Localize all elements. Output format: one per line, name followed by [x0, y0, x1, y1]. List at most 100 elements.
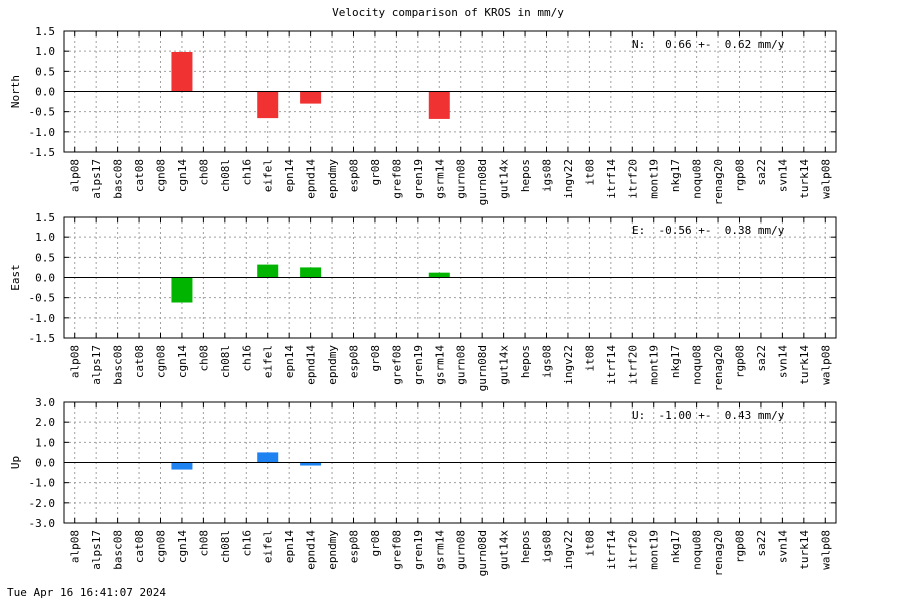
- y-tick-label: 1.5: [35, 25, 55, 38]
- bar-up-cgn14: [171, 462, 193, 470]
- y-tick-label: 2.0: [35, 416, 55, 429]
- x-tick-label: gren19: [412, 345, 425, 385]
- y-tick-label: 1.5: [35, 211, 55, 224]
- x-tick-label: eifel: [262, 345, 275, 378]
- x-tick-label: it08: [583, 159, 596, 186]
- x-tick-label: gr08: [369, 345, 382, 372]
- x-tick-label: esp08: [348, 345, 361, 378]
- x-tick-label: igs08: [541, 159, 554, 192]
- bar-east-eifel: [257, 264, 279, 278]
- x-tick-label: cat08: [133, 159, 146, 192]
- x-tick-label: turk14: [798, 159, 811, 199]
- x-tick-label: rgp08: [734, 345, 747, 378]
- x-tick-label: alp08: [69, 530, 82, 563]
- x-tick-label: gut14x: [498, 345, 511, 385]
- x-tick-label: nkg17: [669, 530, 682, 563]
- x-tick-label: hepos: [519, 345, 532, 378]
- x-tick-label: itrf14: [605, 345, 618, 385]
- x-tick-label: gr08: [369, 159, 382, 186]
- x-tick-label: epndmy: [326, 345, 339, 385]
- x-tick-label: svn14: [776, 345, 789, 378]
- x-tick-label: gren19: [412, 159, 425, 199]
- y-tick-label: 1.0: [35, 231, 55, 244]
- x-tick-label: gut14x: [498, 530, 511, 570]
- x-tick-label: cgn14: [176, 345, 189, 378]
- x-tick-label: nkg17: [669, 345, 682, 378]
- x-tick-label: igs08: [541, 530, 554, 563]
- x-tick-label: epndmy: [326, 530, 339, 570]
- x-tick-label: noqu08: [691, 345, 704, 385]
- y-axis-label: East: [9, 264, 22, 291]
- x-tick-label: gref08: [390, 159, 403, 199]
- x-tick-label: renag20: [712, 530, 725, 576]
- y-tick-label: -1.5: [29, 332, 56, 345]
- x-tick-label: eifel: [262, 159, 275, 192]
- x-tick-label: ch16: [240, 345, 253, 372]
- y-tick-label: 1.0: [35, 436, 55, 449]
- plot-frame: [63, 30, 837, 153]
- x-tick-label: gref08: [390, 530, 403, 570]
- y-tick-label: -3.0: [29, 517, 56, 530]
- bar-east-cgn14: [171, 277, 193, 303]
- chart-title: Velocity comparison of KROS in mm/y: [332, 6, 564, 19]
- x-tick-label: cgn08: [155, 530, 168, 563]
- x-tick-label: cgn08: [155, 159, 168, 192]
- y-tick-label: 3.0: [35, 396, 55, 409]
- x-tick-label: basc08: [112, 530, 125, 570]
- x-tick-label: cgn08: [155, 345, 168, 378]
- x-tick-label: igs08: [541, 345, 554, 378]
- x-tick-label: sa22: [755, 345, 768, 372]
- x-tick-label: epnd14: [305, 159, 318, 199]
- x-tick-label: esp08: [348, 159, 361, 192]
- y-tick-label: 0.0: [35, 272, 55, 285]
- bar-north-gsrm14: [428, 91, 450, 119]
- x-tick-label: itrf14: [605, 159, 618, 199]
- x-tick-label: ch08: [197, 345, 210, 372]
- x-tick-label: renag20: [712, 345, 725, 391]
- x-tick-label: gren19: [412, 530, 425, 570]
- x-tick-label: cgn14: [176, 159, 189, 192]
- bar-north-cgn14: [171, 51, 193, 92]
- x-tick-label: ch16: [240, 530, 253, 557]
- x-tick-label: gurn08d: [476, 345, 489, 391]
- panel-north: 1.5 1.0 0.5 0.0 -0.5 -1.0 -1.5 alp08 alps17 basc0…: [9, 25, 837, 205]
- x-tick-label: mont19: [648, 345, 661, 385]
- x-tick-label: gr08: [369, 530, 382, 557]
- x-tick-label: gut14x: [498, 159, 511, 199]
- x-tick-label: epn14: [283, 530, 296, 563]
- x-tick-label: hepos: [519, 159, 532, 192]
- y-tick-label: 0.5: [35, 251, 55, 264]
- plot-frame: [63, 401, 837, 524]
- bar-north-epnd14: [300, 91, 322, 104]
- x-tick-label: epnd14: [305, 345, 318, 385]
- x-tick-label: ch08: [197, 159, 210, 186]
- x-tick-label: ch08l: [219, 159, 232, 192]
- y-tick-label: 0.0: [35, 86, 55, 99]
- y-tick-label: -1.0: [29, 312, 56, 325]
- panel-east: 1.5 1.0 0.5 0.0 -0.5 -1.0 -1.5 alp08 alps17 basc0…: [9, 211, 837, 391]
- x-tick-label: basc08: [112, 159, 125, 199]
- x-tick-label: gurn08: [455, 345, 468, 385]
- x-tick-label: turk14: [798, 345, 811, 385]
- y-axis-label: North: [9, 75, 22, 108]
- y-tick-label: -1.0: [29, 477, 56, 490]
- x-tick-label: ch08l: [219, 530, 232, 563]
- x-tick-label: epndmy: [326, 159, 339, 199]
- x-tick-label: walp08: [819, 345, 832, 385]
- bar-up-eifel: [257, 452, 279, 463]
- y-tick-label: -0.5: [29, 106, 56, 119]
- y-tick-label: -1.0: [29, 126, 56, 139]
- x-tick-label: hepos: [519, 530, 532, 563]
- x-tick-label: gref08: [390, 345, 403, 385]
- bar-east-gsrm14: [428, 272, 450, 278]
- x-tick-label: svn14: [776, 530, 789, 563]
- x-tick-label: gsrm14: [433, 345, 446, 385]
- plot-frame: [63, 216, 837, 339]
- y-tick-label: -1.5: [29, 146, 56, 159]
- y-tick-label: 1.0: [35, 45, 55, 58]
- bar-north-eifel: [257, 91, 279, 119]
- x-tick-label: esp08: [348, 530, 361, 563]
- x-tick-label: noqu08: [691, 530, 704, 570]
- x-tick-label: walp08: [819, 530, 832, 570]
